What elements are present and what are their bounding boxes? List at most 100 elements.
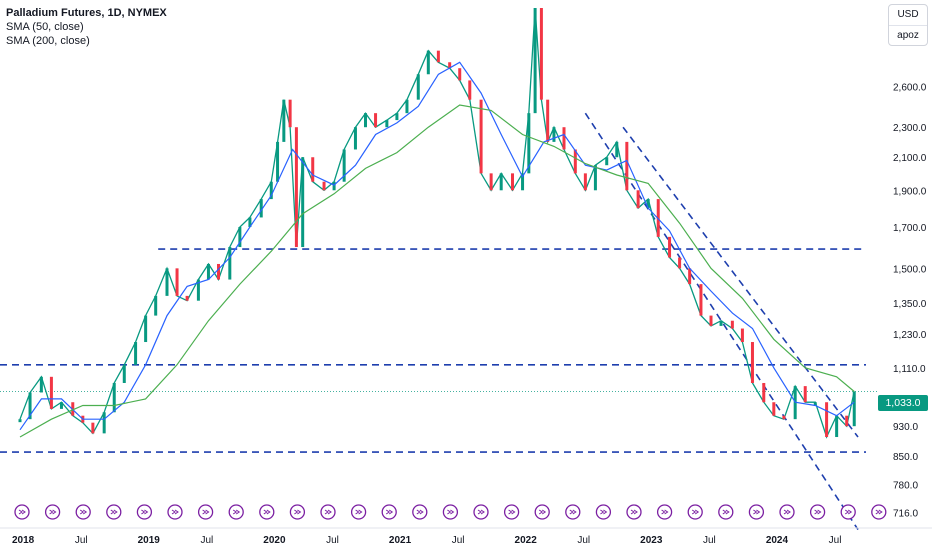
time-tick-label: 2020 [263,535,286,546]
legend-symbol-title[interactable]: Palladium Futures, 1D, NYMEX [6,7,167,19]
candle [144,315,148,343]
legend-sma50[interactable]: SMA (50, close) [6,21,84,33]
candle [395,113,399,121]
candle [102,412,106,434]
last-price-tag: 1,033.0 [878,395,928,411]
price-axis[interactable]: 3,000.02,600.02,300.02,100.01,900.01,700… [893,35,927,519]
candle [688,268,692,285]
sma50-line [19,61,855,431]
candle [719,320,723,326]
candle [583,173,587,191]
candle [175,268,179,296]
candle [165,268,169,296]
currency-label[interactable]: USD [897,9,919,20]
price-series-line [19,7,855,439]
candle [322,181,326,191]
sma200-line [19,104,855,438]
time-tick-label: Jul [577,535,590,546]
trend-channel-line [622,126,859,438]
event-marker-glyph [630,509,638,515]
candle [730,320,734,329]
candle [852,391,856,427]
candle [28,392,32,420]
event-marker-glyph [110,509,118,515]
candle [426,50,430,75]
candle [762,382,766,403]
candle [259,199,263,218]
candle [228,247,232,280]
candle [562,127,566,150]
candle [479,99,483,174]
event-marker-glyph [171,509,179,515]
event-markers[interactable] [14,504,887,520]
candle [499,173,503,191]
time-tick-label: 2021 [389,535,412,546]
candle [740,328,744,343]
candle [122,364,126,383]
event-marker-glyph [416,509,424,515]
price-tick-label: 1,900.0 [893,186,927,197]
candle [699,284,703,316]
price-tick-label: 1,350.0 [893,299,927,310]
candle [835,415,839,438]
support-resistance-lines [0,248,878,453]
candle [353,127,357,150]
event-marker-glyph [49,509,57,515]
candle [448,62,452,69]
candle [364,113,368,128]
candle [332,181,336,191]
candle [678,257,682,269]
candle [709,315,713,326]
event-marker-glyph [324,509,332,515]
time-tick-label: Jul [75,535,88,546]
candle [269,181,273,200]
candle [238,227,242,248]
price-tick-label: 780.0 [893,480,918,491]
candle [539,8,543,100]
time-tick-label: 2018 [12,535,35,546]
candle [294,127,298,248]
price-tick-label: 2,100.0 [893,153,927,164]
time-tick-label: Jul [452,535,465,546]
scale-settings-box: USD apoz [888,4,928,46]
event-marker-glyph [202,509,210,515]
candle [625,141,629,191]
candle [772,402,776,416]
scale-mode-label[interactable]: apoz [889,25,927,46]
candle [49,376,53,409]
time-axis[interactable]: 2018 Jul 2019 Jul 2020 Jul 2021 Jul 2022 Jul 2023 J… [0,527,932,546]
candle [154,295,158,316]
event-marker-glyph [385,509,394,515]
event-marker-glyph [569,509,577,515]
event-marker-glyph [141,509,149,515]
time-tick-label: 2022 [515,535,538,546]
candle [59,402,63,409]
candle [288,99,292,128]
candle [385,120,389,128]
candle [825,402,829,438]
candle [521,173,525,191]
candle [845,415,849,427]
candle [813,402,817,406]
candle [636,190,640,209]
event-marker-glyph [783,509,791,515]
time-tick-label: Jul [829,535,842,546]
event-marker-glyph [691,509,700,515]
candle [646,199,650,209]
time-tick-label: 2024 [766,535,789,546]
candle [436,50,440,63]
candle [803,386,807,403]
event-marker-glyph [508,509,516,515]
time-tick-label: 2023 [640,535,663,546]
candle [282,99,286,142]
event-marker-glyph [538,509,547,515]
legend-sma200[interactable]: SMA (200, close) [6,35,90,47]
time-tick-label: Jul [200,535,213,546]
trend-channel-lines [584,112,859,531]
price-tick-label: 1,110.0 [893,364,926,375]
event-marker-glyph [814,509,822,515]
candle [489,173,493,191]
candle [18,419,22,423]
event-marker-glyph [661,509,669,515]
